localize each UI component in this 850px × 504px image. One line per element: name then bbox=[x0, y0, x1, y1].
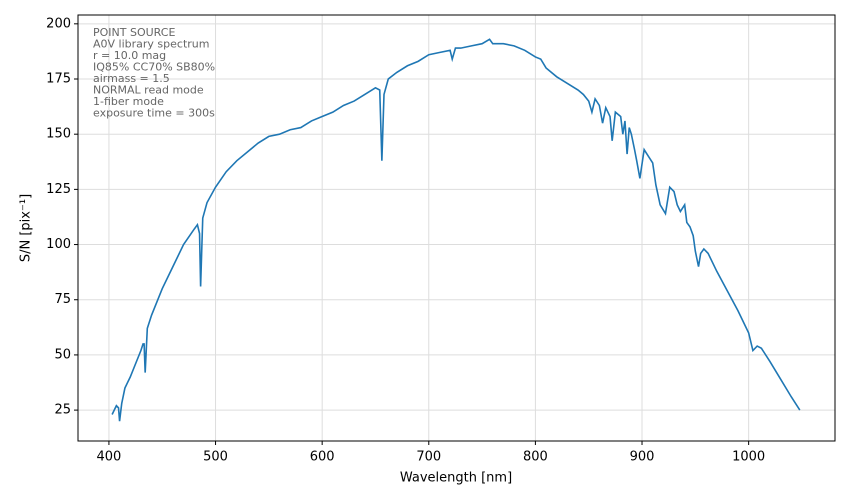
y-tick-label: 200 bbox=[46, 16, 71, 31]
x-tick-label: 400 bbox=[97, 450, 122, 465]
x-tick-label: 700 bbox=[416, 450, 441, 465]
y-tick-label: 100 bbox=[46, 237, 71, 252]
y-tick-label: 50 bbox=[54, 347, 71, 362]
y-tick-label: 25 bbox=[54, 403, 71, 418]
y-tick-label: 125 bbox=[46, 182, 71, 197]
annotation: 1-fiber mode bbox=[93, 95, 164, 108]
x-tick-label: 800 bbox=[523, 450, 548, 465]
x-tick-label: 1000 bbox=[732, 450, 765, 465]
y-tick-label: 175 bbox=[46, 72, 71, 87]
annotation: NORMAL read mode bbox=[93, 84, 204, 97]
annotation: airmass = 1.5 bbox=[93, 72, 170, 85]
annotation: A0V library spectrum bbox=[93, 38, 209, 51]
x-axis-label: Wavelength [nm] bbox=[400, 471, 512, 486]
x-tick-label: 900 bbox=[630, 450, 655, 465]
y-axis-label: S/N [pix⁻¹] bbox=[19, 194, 34, 262]
annotation: POINT SOURCE bbox=[93, 26, 175, 39]
annotation: r = 10.0 mag bbox=[93, 49, 166, 62]
annotation: IQ85% CC70% SB80% bbox=[93, 61, 215, 74]
y-tick-label: 150 bbox=[46, 127, 71, 142]
y-tick-label: 75 bbox=[54, 292, 71, 307]
x-tick-label: 500 bbox=[203, 450, 228, 465]
plot-frame bbox=[77, 14, 836, 442]
annotation: exposure time = 300s bbox=[93, 107, 215, 120]
data-line bbox=[111, 38, 801, 422]
x-tick-label: 600 bbox=[310, 450, 335, 465]
